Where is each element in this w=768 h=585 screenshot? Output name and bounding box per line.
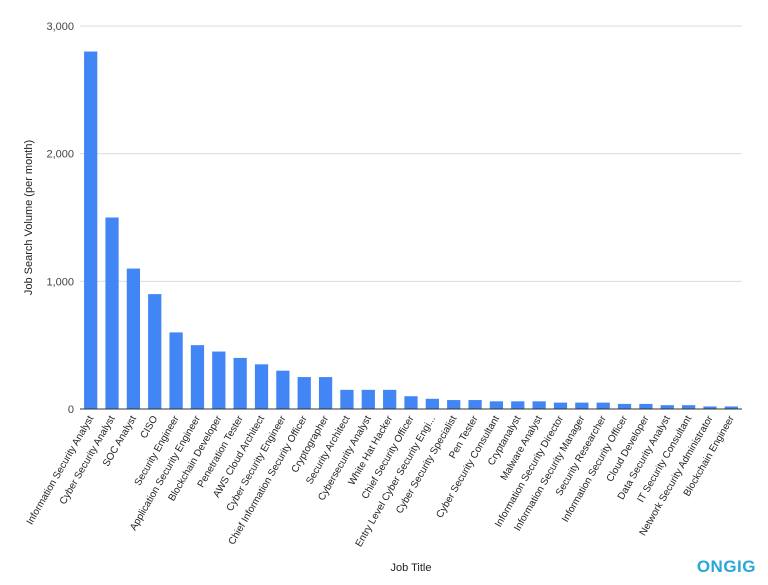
- bar: [340, 389, 354, 409]
- bar: [617, 403, 632, 409]
- bar: [639, 403, 653, 409]
- y-tick-label: 2,000: [46, 149, 74, 161]
- bar: [404, 396, 418, 409]
- x-tick-label: CISO: [139, 414, 161, 441]
- y-tick-label: 0: [68, 404, 74, 416]
- bar: [468, 400, 482, 409]
- bar: [681, 405, 696, 409]
- bar: [212, 351, 226, 409]
- bar: [169, 332, 183, 409]
- bar: [553, 402, 568, 409]
- bar: [596, 402, 610, 409]
- bars: [84, 51, 738, 410]
- bar: [105, 217, 119, 409]
- y-axis-ticks: 0 1,000 2,000 3,000: [46, 21, 74, 416]
- bar: [489, 401, 504, 409]
- bar: [703, 406, 717, 409]
- bar: [511, 401, 525, 409]
- bar: [126, 268, 141, 409]
- y-axis-title: Job Search Volume (per month): [23, 140, 35, 295]
- bar: [84, 51, 98, 410]
- y-tick-label: 3,000: [46, 21, 74, 33]
- bar: [532, 401, 546, 409]
- bar: [660, 405, 674, 409]
- bar: [190, 345, 205, 409]
- bar: [425, 398, 439, 409]
- bar: [233, 357, 247, 409]
- bar: [447, 400, 461, 409]
- bar: [297, 377, 311, 409]
- bar: [361, 389, 375, 409]
- bar: [724, 406, 738, 409]
- bar: [575, 402, 589, 409]
- bar: [148, 294, 162, 409]
- bar: [276, 370, 290, 409]
- bar: [383, 389, 397, 409]
- bar: [254, 364, 269, 409]
- x-axis-title: Job Title: [391, 562, 432, 574]
- ongig-logo: ONGIG: [696, 557, 756, 576]
- bar: [318, 377, 333, 409]
- y-tick-label: 1,000: [46, 276, 74, 288]
